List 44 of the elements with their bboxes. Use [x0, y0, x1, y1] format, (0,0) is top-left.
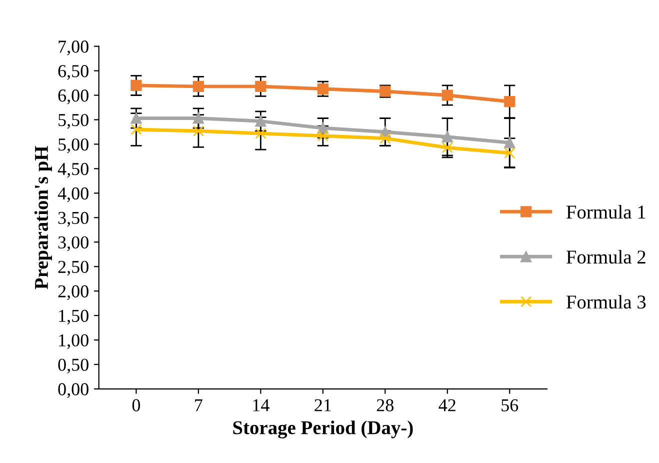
y-tick-label: 1,50: [59, 310, 88, 325]
y-tick-label: 2,00: [58, 285, 88, 300]
point: [442, 90, 453, 101]
x-tick-label: 56: [502, 399, 518, 412]
x-tick-label: 7: [195, 399, 202, 412]
y-tick-label: 5,00: [58, 138, 88, 154]
y-axis-title: Preparation's pH: [34, 146, 52, 290]
point: [317, 130, 328, 142]
x-tick-label: 14: [253, 399, 270, 412]
x-tick-label: 21: [314, 399, 331, 412]
point: [317, 83, 328, 94]
y-tick-label: 0,50: [58, 358, 88, 374]
x-tick-label: 42: [438, 399, 456, 412]
point: [130, 112, 142, 124]
point: [504, 96, 516, 108]
legend-label: Formula 2: [566, 250, 646, 264]
point: [130, 124, 142, 136]
point: [255, 80, 266, 92]
legend-label: Formula 3: [566, 294, 646, 309]
x-axis-title: Storage Period (Day-): [233, 420, 413, 438]
y-tick-label: 2,50: [58, 260, 88, 276]
point: [504, 137, 516, 148]
legend-label: Formula 1: [566, 204, 646, 219]
x-tick-label: 0: [132, 399, 140, 412]
y-tick-label: 6,00: [58, 90, 88, 104]
point: [442, 142, 453, 154]
y-tick-label: 3,00: [58, 236, 88, 252]
point: [192, 112, 204, 124]
point: [255, 128, 266, 139]
point: [130, 80, 142, 92]
point: [255, 116, 266, 127]
y-tick-label: 4,00: [58, 187, 88, 202]
y-tick-label: 1,00: [59, 334, 88, 350]
point: [192, 80, 204, 92]
point: [192, 125, 204, 137]
x-tick-label: 28: [376, 399, 394, 412]
y-tick-label: 4,50: [58, 162, 88, 178]
y-tick-label: 3,50: [58, 212, 88, 227]
point: [442, 131, 453, 142]
y-tick-label: 6,50: [58, 65, 88, 80]
y-tick-label: 7,00: [58, 40, 88, 56]
point: [504, 147, 516, 159]
y-tick-label: 5,50: [58, 114, 88, 129]
y-tick-label: 0,00: [58, 383, 88, 398]
